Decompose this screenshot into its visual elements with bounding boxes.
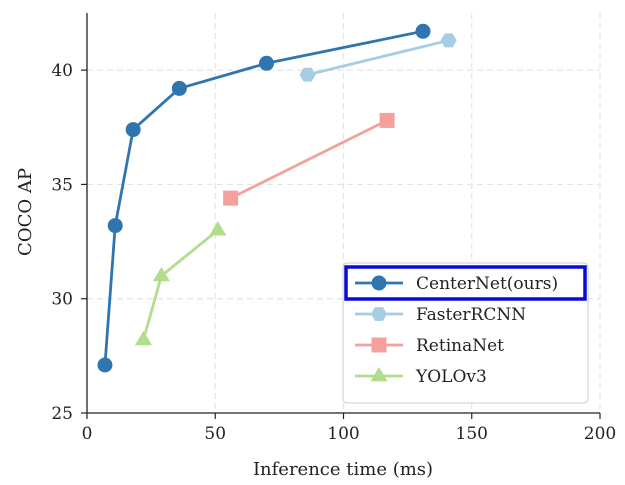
x-tick-label: 100 xyxy=(327,424,359,444)
series-centernet-ours xyxy=(97,23,431,373)
series-fasterrcnn xyxy=(299,33,457,82)
x-tick-label: 0 xyxy=(82,424,93,444)
series-line-fasterrcnn xyxy=(307,39,449,77)
data-point-centernet-ours xyxy=(171,80,187,96)
y-tick-label: 40 xyxy=(51,61,73,81)
data-point-yolov3 xyxy=(209,221,227,236)
data-point-centernet-ours xyxy=(107,218,123,234)
legend-marker-retinanet xyxy=(371,337,387,353)
x-axis-label: Inference time (ms) xyxy=(253,459,433,480)
x-tick-label: 200 xyxy=(584,424,616,444)
data-point-centernet-ours xyxy=(97,357,113,373)
data-point-centernet-ours xyxy=(259,55,275,71)
legend-marker-fasterrcnn xyxy=(371,307,387,321)
series-yolov3 xyxy=(134,221,227,346)
x-axis-ticks: 0 50 100 150 200 xyxy=(82,413,616,444)
legend-label-retinanet: RetinaNet xyxy=(416,336,504,356)
y-axis-label: COCO AP xyxy=(15,168,36,256)
data-point-yolov3 xyxy=(134,330,152,346)
legend-label-centernet-ours: CenterNet(ours) xyxy=(416,274,558,294)
data-point-fasterrcnn xyxy=(440,33,457,48)
series-line-yolov3 xyxy=(142,229,219,341)
legend-highlight-box xyxy=(344,265,587,301)
legend: CenterNet(ours) FasterRCNN RetinaNet YOLOv3 xyxy=(342,262,589,404)
data-point-retinanet xyxy=(223,190,239,206)
x-tick-label: 150 xyxy=(456,424,488,444)
legend-marker-centernet-ours xyxy=(371,275,387,291)
y-tick-label: 35 xyxy=(51,175,73,195)
y-axis-ticks: 25 30 35 40 xyxy=(51,61,87,424)
series-retinanet xyxy=(223,112,395,206)
series-line-centernet-ours xyxy=(103,29,424,366)
y-tick-label: 25 xyxy=(51,404,73,424)
legend-marker-yolov3 xyxy=(370,367,388,382)
data-point-centernet-ours xyxy=(125,122,141,138)
x-tick-label: 50 xyxy=(204,424,226,444)
series-layer xyxy=(97,23,457,373)
legend-label-yolov3: YOLOv3 xyxy=(415,367,487,387)
y-tick-label: 30 xyxy=(51,290,73,310)
data-point-centernet-ours xyxy=(415,23,431,39)
data-point-retinanet xyxy=(379,112,395,128)
series-line-retinanet xyxy=(230,119,388,200)
legend-label-fasterrcnn: FasterRCNN xyxy=(416,305,526,325)
data-point-fasterrcnn xyxy=(299,67,316,82)
data-point-yolov3 xyxy=(152,266,170,282)
